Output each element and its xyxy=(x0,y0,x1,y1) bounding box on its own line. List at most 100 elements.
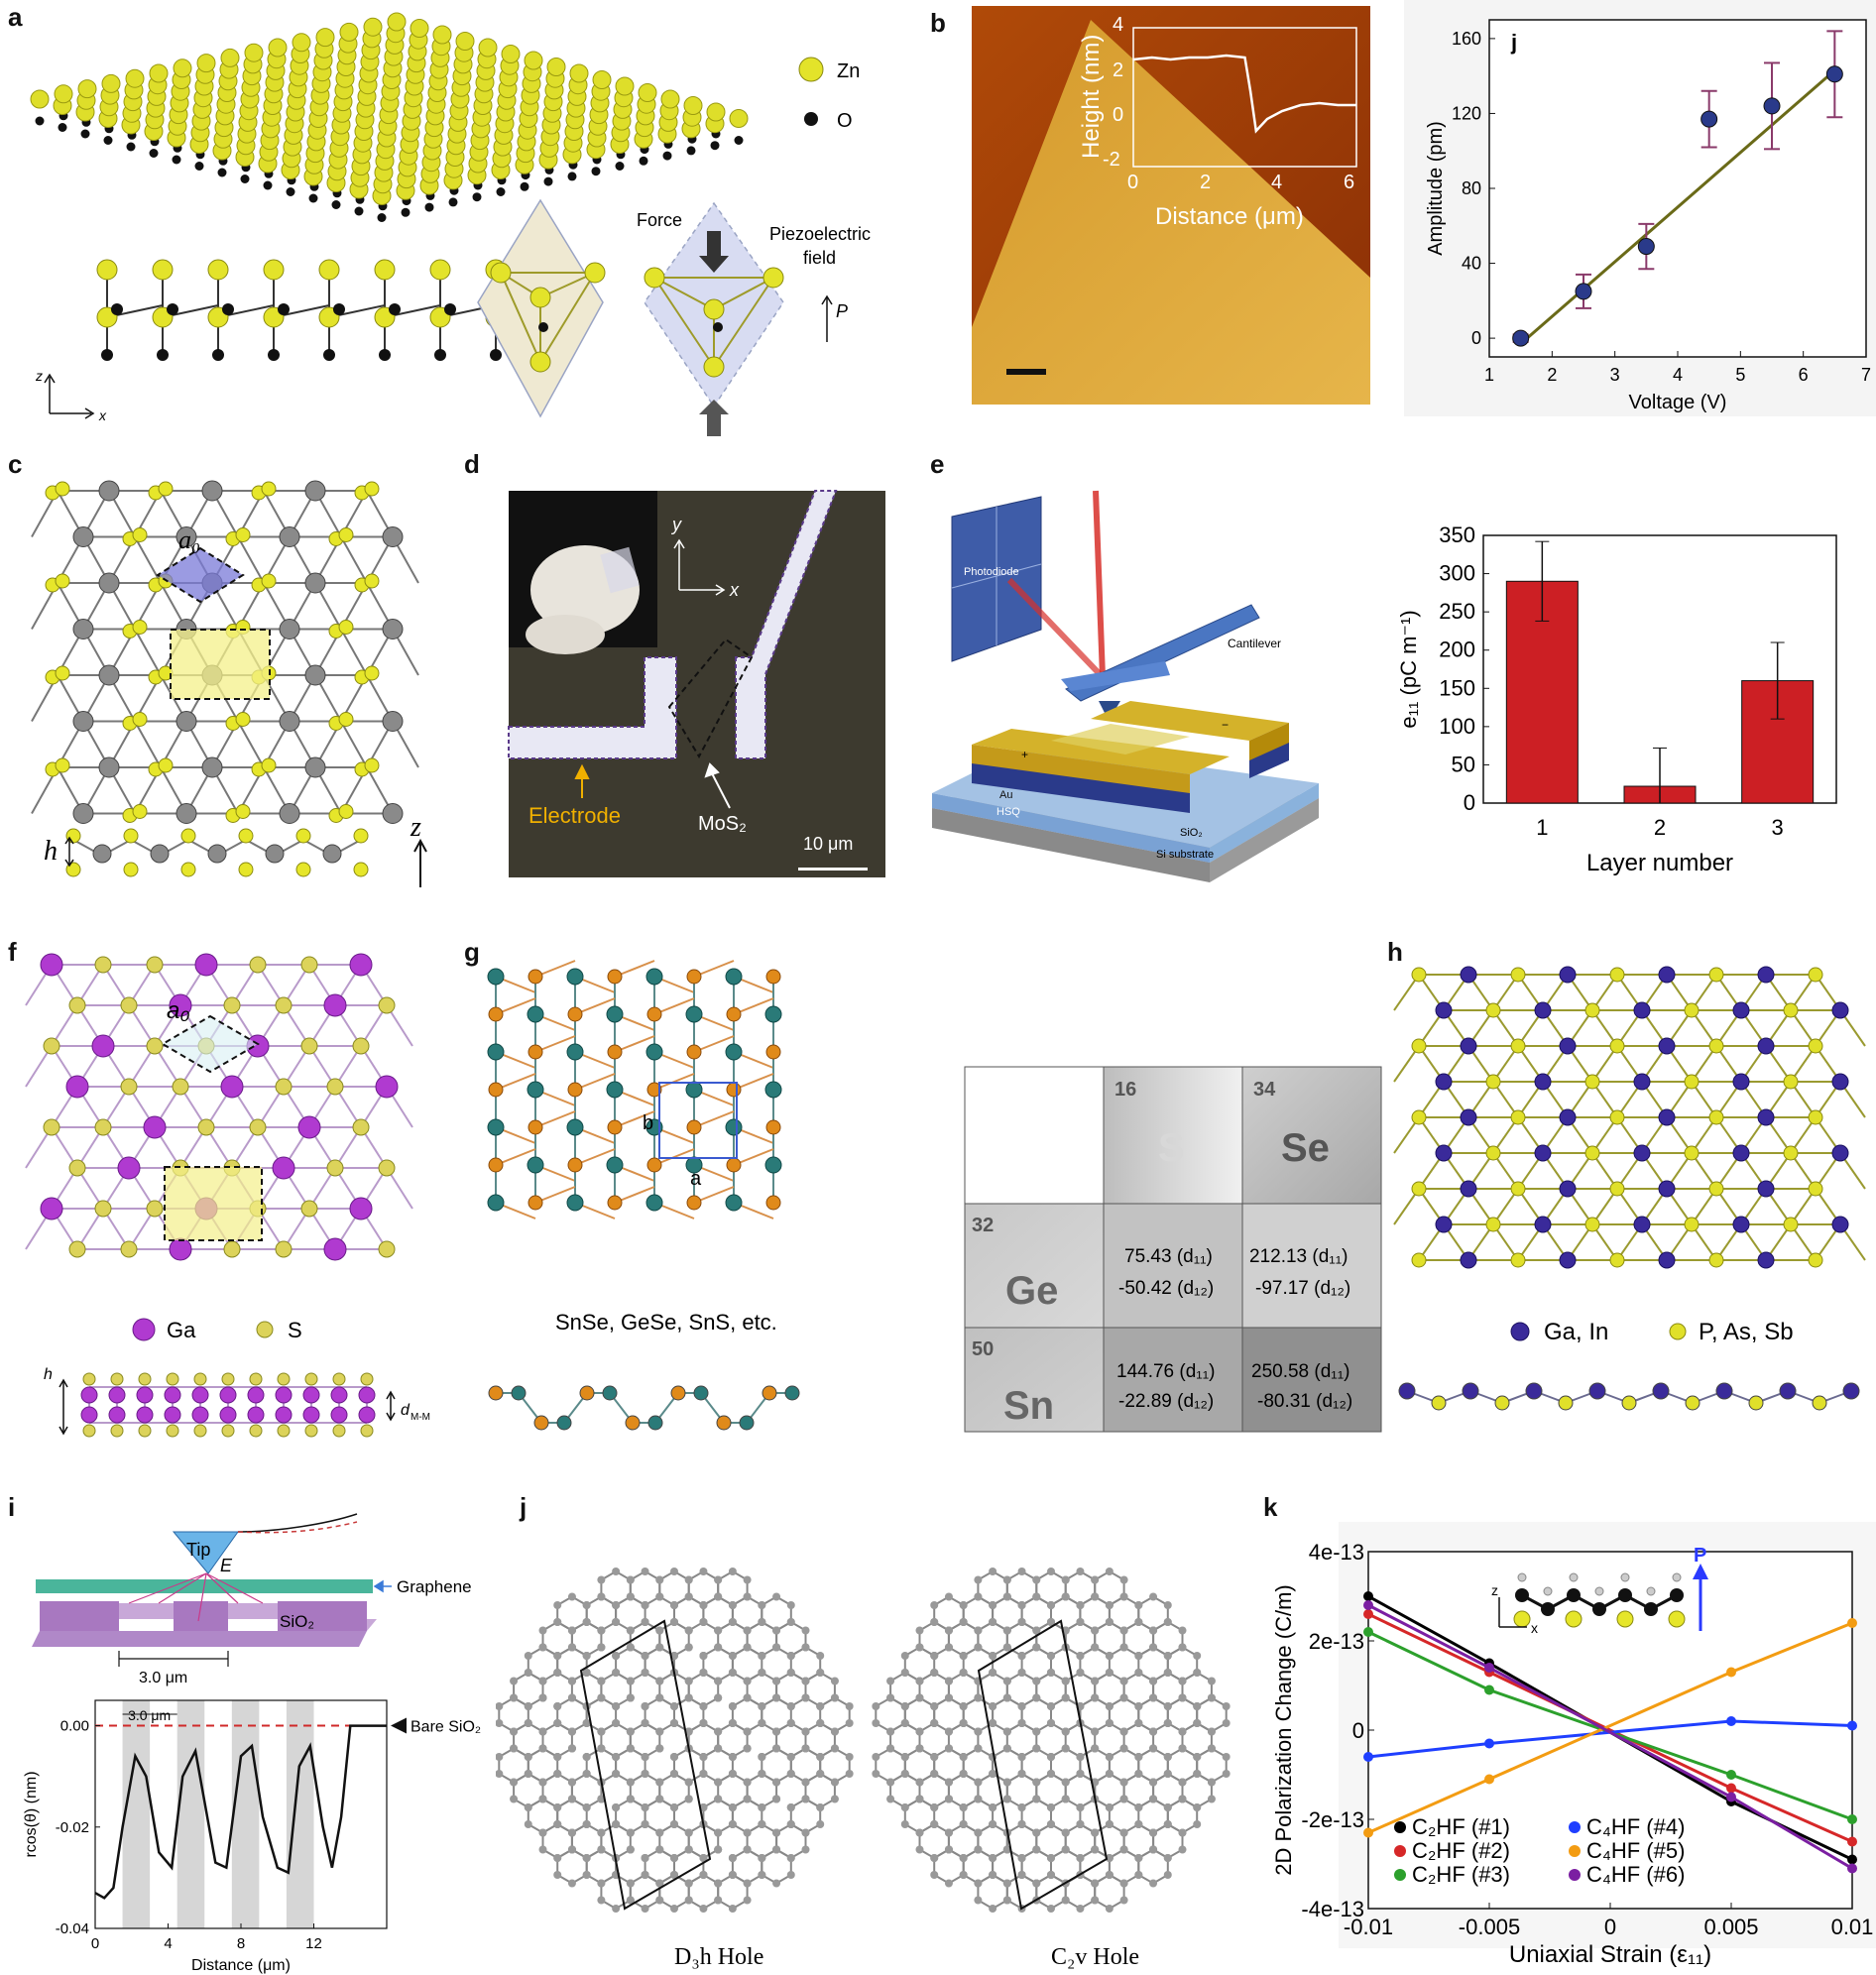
field-label-1: Piezoelectric xyxy=(769,224,871,244)
legend-o-marker xyxy=(804,112,818,126)
dmm-label: d xyxy=(401,1402,410,1419)
xtick-label: 5 xyxy=(1735,365,1745,385)
legend-zn-marker xyxy=(798,57,824,82)
polarization-label: P xyxy=(836,301,848,321)
height-profile-line xyxy=(1132,54,1356,134)
spacing-label: 3.0 μm xyxy=(139,1670,187,1686)
legend-s: S xyxy=(288,1318,302,1342)
y-axis-label: 2D Polarization Change (C/m) xyxy=(1271,1584,1296,1875)
ytick-label: 250 xyxy=(1439,599,1475,624)
legend-ga-in-marker xyxy=(1510,1322,1530,1341)
graphene-label: Graphene xyxy=(397,1577,472,1596)
ytick-label: 0 xyxy=(1471,328,1481,348)
ytick-label: 0.00 xyxy=(60,1718,89,1735)
legend-o: O xyxy=(837,110,853,132)
ytick-label: 80 xyxy=(1462,178,1481,198)
h-arrow-icon xyxy=(59,1378,68,1436)
shaded-band xyxy=(286,1700,314,1928)
xtick-label: 3 xyxy=(1610,365,1620,385)
data-point xyxy=(1847,1863,1857,1874)
data-point xyxy=(1847,1618,1857,1628)
chart-annotation: j xyxy=(1510,30,1517,55)
supercell-left xyxy=(579,1619,712,1911)
scalebar xyxy=(798,868,868,871)
data-point xyxy=(1847,1836,1857,1847)
ytick-label: 350 xyxy=(1439,523,1475,547)
material-caption: SnSe, GeSe, SnS, etc. xyxy=(555,1310,777,1335)
inset-x: x xyxy=(1531,1620,1538,1636)
h-arrow-icon xyxy=(64,836,74,868)
legend-ga-in: Ga, In xyxy=(1544,1319,1608,1345)
tetrahedron-relaxed xyxy=(477,198,606,418)
inset-ytick: -2 xyxy=(1103,149,1120,171)
inset-xtick: 2 xyxy=(1200,172,1211,193)
xtick-label: 3 xyxy=(1772,815,1784,840)
inset-ylabel: Height (nm) xyxy=(1078,35,1105,159)
sio2-label: SiO₂ xyxy=(280,1612,314,1631)
inner-spacing-label: 3.0 μm xyxy=(128,1707,171,1723)
mos2-flake-on-device xyxy=(1051,724,1190,755)
xtick-label: 0 xyxy=(91,1935,99,1952)
legend-marker xyxy=(1569,1845,1581,1857)
ytick-label: 300 xyxy=(1439,561,1475,586)
profile-line xyxy=(94,1724,387,1900)
si-substrate-label: Si substrate xyxy=(1156,849,1214,861)
panel-e-bar: 0 50 100 150 200 250 300 350 1 2 3 Layer number e₁₁ … xyxy=(1368,506,1876,902)
ytick-label: 4e-13 xyxy=(1309,1540,1364,1565)
gese-d12: -50.42 (d₁₂) xyxy=(1118,1278,1214,1299)
data-point xyxy=(1726,1667,1736,1678)
x-axis-label: Layer number xyxy=(1586,850,1733,876)
legend-entry: C₂HF (#1) xyxy=(1412,1814,1510,1839)
b-label: b xyxy=(643,1112,653,1134)
sio2-trench-substrate xyxy=(32,1601,377,1647)
electrode-left xyxy=(508,656,677,759)
series-line xyxy=(1367,1603,1853,1870)
electrode-arrow-icon xyxy=(574,763,590,798)
gesse-d12: -97.17 (d₁₂) xyxy=(1255,1278,1350,1299)
tip-label: Tip xyxy=(186,1540,210,1560)
x-axis-label: x xyxy=(729,580,740,600)
minus-label: − xyxy=(1222,718,1229,732)
s-number: 16 xyxy=(1114,1079,1136,1101)
ytick-label: 200 xyxy=(1439,638,1475,662)
mos2-lattice: a₀ h z xyxy=(31,480,427,887)
graphene-arrow-icon xyxy=(373,1579,392,1593)
bare-sio2-label: Bare SiO₂ xyxy=(410,1719,481,1736)
se-symbol: Se xyxy=(1281,1126,1330,1170)
xtick-label: 0 xyxy=(1604,1915,1616,1939)
data-point xyxy=(1363,1609,1373,1619)
scalebar-label: 10 μm xyxy=(803,834,853,854)
ge-symbol: Ge xyxy=(1005,1269,1058,1313)
electrode-label: Electrode xyxy=(528,803,621,828)
dmm-arrow-icon xyxy=(386,1390,396,1422)
xtick-label: 1 xyxy=(1536,815,1548,840)
panel-label: j xyxy=(520,1492,528,1522)
c2v-caption: C₂v Hole xyxy=(1051,1944,1139,1970)
legend-p-as-sb: P, As, Sb xyxy=(1699,1319,1794,1345)
a-label: a xyxy=(690,1168,702,1190)
force-label: Force xyxy=(637,210,682,230)
bare-arrow-icon xyxy=(391,1717,407,1734)
data-point xyxy=(1484,1685,1494,1695)
panel-e: e Photodiode Cantilever + − Au HSQ SiO₂ … xyxy=(912,441,1348,887)
inset-p: P xyxy=(1694,1545,1706,1567)
polarization-arrow-icon xyxy=(821,294,833,342)
supercell-right xyxy=(977,1619,1109,1911)
legend-entry: C₄HF (#5) xyxy=(1586,1838,1685,1863)
inset-xlabel: Distance (μm) xyxy=(1155,203,1304,230)
data-point xyxy=(1700,110,1718,128)
field-label-2: field xyxy=(803,248,836,268)
y-axis-label: e₁₁ (pC m⁻¹) xyxy=(1396,610,1421,728)
e11-bar-chart: 0 50 100 150 200 250 300 350 1 2 3 Layer number e₁₁ … xyxy=(1396,523,1837,876)
a0-label: a₀ xyxy=(167,997,189,1024)
iii-v-lattice: Ga, In P, As, Sb xyxy=(1393,966,1866,1411)
legend-marker xyxy=(1394,1845,1406,1857)
data-point xyxy=(1726,1783,1736,1794)
y-axis-label: y xyxy=(670,515,682,534)
sns-d12: -22.89 (d₁₂) xyxy=(1118,1391,1214,1412)
z-arrow-icon xyxy=(413,838,427,887)
unit-cell-rhombus xyxy=(161,1014,260,1074)
unit-cell-rect xyxy=(170,629,271,700)
shaded-band xyxy=(176,1700,205,1928)
snse-d11: 250.58 (d₁₁) xyxy=(1251,1361,1349,1382)
